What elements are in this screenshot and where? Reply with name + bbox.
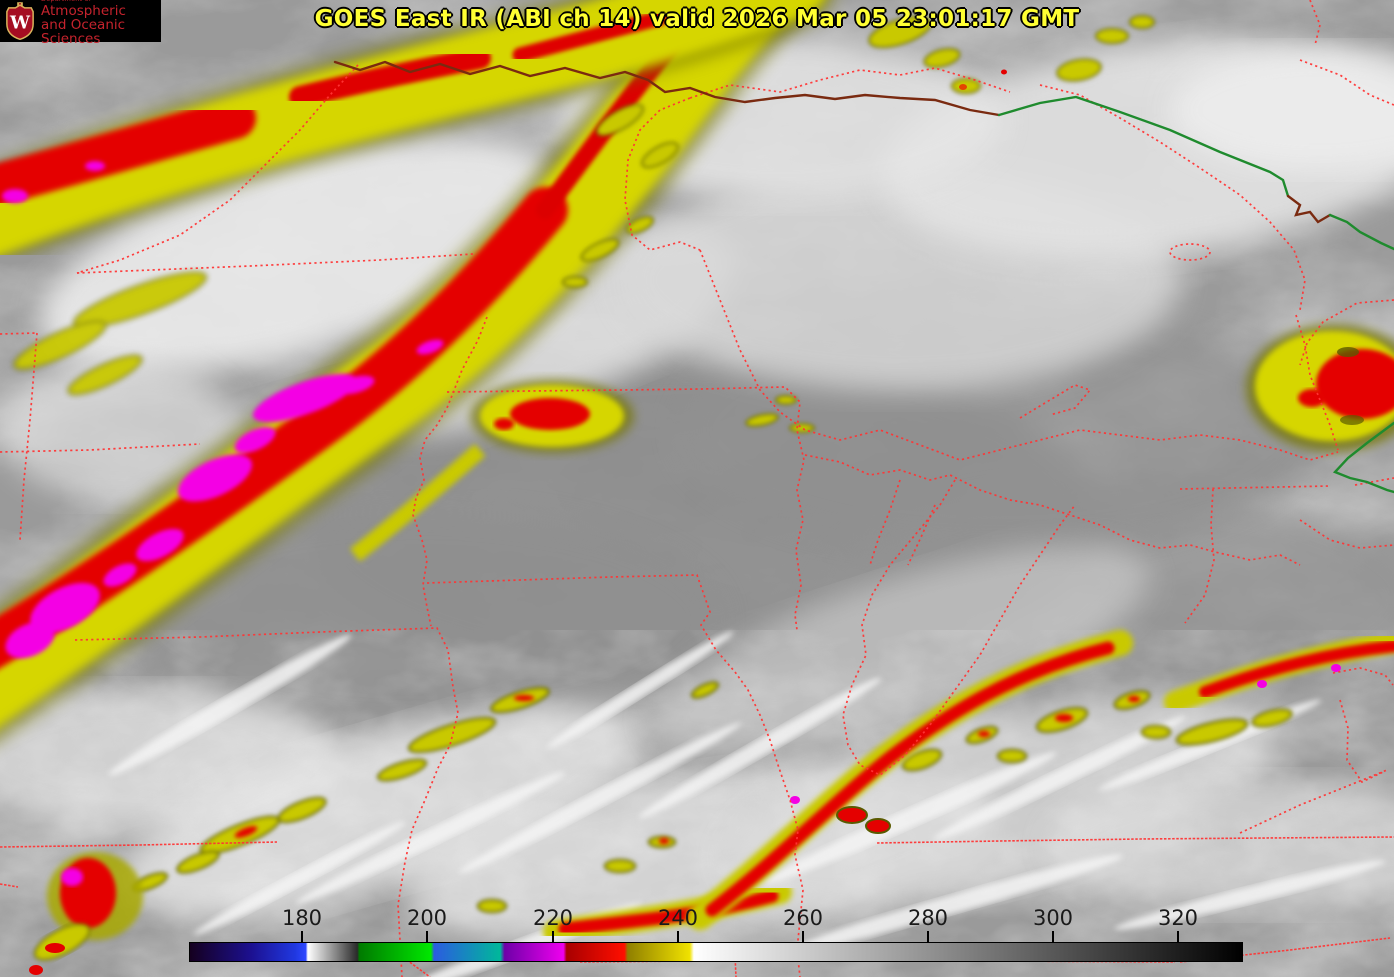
logo-dept-line: Department of [41, 0, 161, 3]
border-green-east [1328, 213, 1394, 251]
border-brown-segment [333, 60, 1001, 117]
international-border [333, 60, 1394, 494]
storm-cell-bottom-left [29, 852, 143, 975]
logo-name-line1: Atmospheric [41, 2, 126, 19]
image-title: GOES East IR (ABI ch 14) valid 2026 Mar … [314, 6, 1080, 32]
svg-text:W: W [9, 13, 31, 34]
logo-text: Department of Atmospheric and Oceanic Sc… [41, 0, 161, 46]
cold-cloud-band-north [0, 0, 834, 396]
cold-cloud-blob-central [350, 215, 815, 562]
cold-cloud-streaks-bottom [29, 630, 1394, 975]
uw-madison-crest-icon: W [6, 2, 34, 40]
cold-cloud-blobs-top [596, 15, 1155, 169]
border-green-huron [1332, 421, 1394, 494]
cold-cloud-blob-east [1246, 324, 1394, 452]
uw-aos-logo: W Department of Atmospheric and Oceanic … [0, 0, 161, 45]
border-green-segment [997, 95, 1290, 198]
border-brown-wiggle [1286, 194, 1332, 224]
logo-name-line2: and Oceanic Sciences [41, 17, 126, 47]
